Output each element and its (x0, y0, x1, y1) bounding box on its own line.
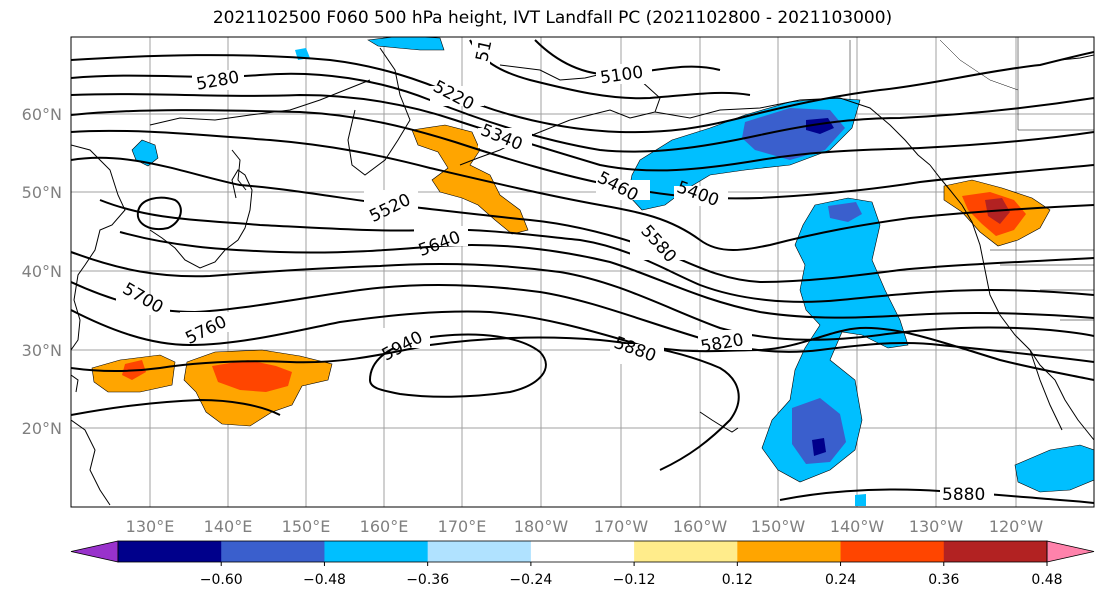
longitude-label: 170°W (594, 517, 649, 536)
contour-5640 (119, 231, 1094, 319)
coast-philippines (71, 419, 111, 506)
colorbar-tick-label: 0.12 (722, 572, 753, 588)
colorbar-tick-label: −0.12 (613, 572, 656, 588)
ivt-core-subtropical-north (828, 202, 862, 222)
colorbar-swatch (840, 541, 945, 562)
contour-label: 5880 (942, 485, 985, 505)
coast-hawaii (699, 411, 739, 433)
colorbar-swatch (737, 541, 842, 562)
colorbar-swatch (221, 541, 325, 562)
longitude-label: 140°W (830, 517, 885, 536)
colorbar-tick-label: 0.36 (928, 572, 959, 588)
colorbar-tick-label: −0.60 (200, 572, 243, 588)
colorbar-swatch (427, 541, 532, 562)
contour-label: 51 (472, 38, 496, 63)
longitude-label: 140°E (204, 517, 253, 536)
longitude-label: 160°E (360, 517, 409, 536)
latitude-label: 30°N (22, 341, 62, 360)
contour-5220 (71, 51, 1094, 134)
colorbar-swatch (634, 541, 738, 562)
colorbar-swatch (324, 541, 429, 562)
contour-5820 (71, 309, 1094, 381)
ivt-region-southeast (1014, 444, 1094, 493)
contour-5520 (71, 156, 1094, 284)
longitude-label: 130°E (126, 517, 175, 536)
latitude-axis: 60°N 50°N 40°N 30°N 20°N (22, 105, 62, 438)
contour-5340 (71, 93, 1094, 172)
longitude-label: 150°E (282, 517, 331, 536)
contour-5460 (71, 129, 1094, 251)
coast-kamchatka (347, 47, 411, 176)
coast-okhotsk-north (149, 79, 371, 126)
latitude-label: 60°N (22, 105, 62, 124)
longitude-axis: 130°E 140°E 150°E 160°E 170°E 180°W 170°… (126, 517, 1044, 536)
coastlines (71, 47, 1094, 506)
map-background (71, 37, 1094, 507)
coast-alaska-south (654, 97, 931, 166)
latitude-label: 50°N (22, 183, 62, 202)
longitude-label: 170°E (438, 517, 487, 536)
ivt-region-small-b (855, 494, 866, 506)
longitude-label: 180°W (514, 517, 569, 536)
page-title: 2021102500 F060 500 hPa height, IVT Land… (212, 8, 893, 28)
longitude-label: 150°W (751, 517, 806, 536)
contour-5220-loop (136, 196, 182, 230)
colorbar-arrow-high (1046, 540, 1095, 563)
latitude-label: 20°N (22, 419, 62, 438)
coast-korea-japan (149, 169, 253, 269)
contour-5580 (99, 199, 1094, 303)
colorbar-swatch (118, 541, 222, 562)
coast-baja (1029, 349, 1063, 431)
colorbar-tick-label: 0.24 (825, 572, 856, 588)
longitude-label: 130°W (909, 517, 964, 536)
contour-5700 (71, 251, 1094, 341)
height-contours (71, 39, 1094, 504)
coast-alaska-west (499, 64, 661, 121)
ivt-positive-regions (91, 124, 1051, 427)
colorbar-tick-label: −0.48 (303, 572, 346, 588)
ivt-core-subtropical-south (792, 398, 846, 464)
coast-na-west (929, 164, 1094, 441)
colorbar-tick-label: 0.48 (1031, 572, 1062, 588)
coast-taiwan (71, 374, 79, 393)
colorbar-swatch (943, 541, 1048, 562)
contour-51xx (469, 39, 751, 100)
colorbar-swatch (530, 541, 635, 562)
map-frame (70, 36, 1095, 508)
contour-5280 (71, 72, 1094, 153)
ivt-core-gulf-alaska-dark (806, 118, 834, 134)
longitude-label: 120°W (989, 517, 1044, 536)
colorbar: −0.60 −0.48 −0.36 −0.24 −0.12 0.12 0.24 0.36 0.4… (70, 540, 1095, 588)
contour-5760 (71, 281, 1094, 363)
contour-5880-west (71, 398, 281, 416)
latitude-label: 40°N (22, 262, 62, 281)
ivt-core-west-pacific (212, 360, 292, 392)
ivt-core-subtropical-dark (812, 438, 826, 456)
ivt-region-kamchatka-north (367, 37, 445, 51)
longitude-label: 160°W (673, 517, 728, 536)
contour-5880 (71, 336, 740, 471)
colorbar-arrow-low (70, 540, 119, 563)
coast-asia (71, 144, 126, 351)
colorbar-frame (117, 540, 1048, 563)
colorbar-tick-label: −0.24 (509, 572, 552, 588)
colorbar-tick-label: −0.36 (406, 572, 449, 588)
